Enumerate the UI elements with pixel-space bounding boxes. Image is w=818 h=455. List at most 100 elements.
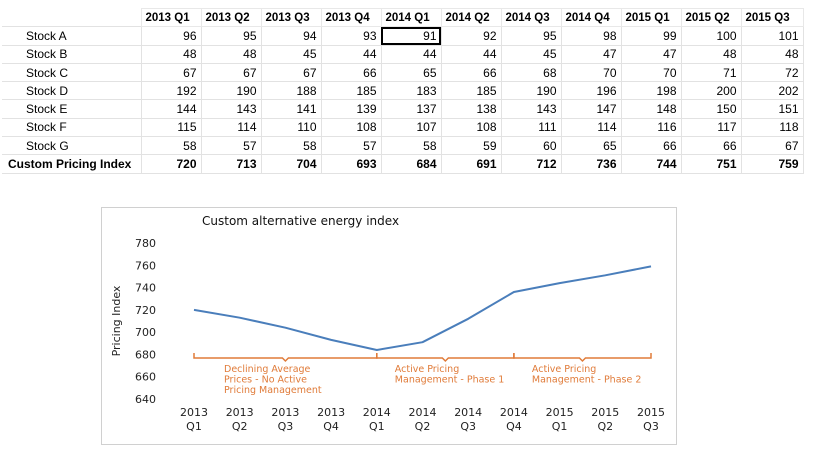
table-cell[interactable]: 114 [200, 117, 262, 138]
table-cell[interactable]: 48 [140, 44, 202, 64]
table-cell[interactable]: 141 [260, 99, 322, 119]
table-cell[interactable]: 68 [500, 62, 562, 83]
table-cell[interactable]: 200 [680, 81, 742, 101]
table-cell[interactable]: 98 [560, 26, 622, 46]
table-cell[interactable]: 116 [620, 117, 682, 138]
column-header[interactable]: 2015 Q1 [620, 7, 682, 28]
table-cell[interactable]: 704 [260, 154, 322, 174]
column-header[interactable]: 2013 Q4 [320, 7, 382, 28]
row-label[interactable]: Stock C [2, 62, 142, 83]
table-cell[interactable]: 188 [260, 81, 322, 101]
table-cell[interactable]: 144 [140, 99, 202, 119]
table-cell[interactable]: 58 [380, 136, 442, 156]
table-cell[interactable]: 48 [680, 44, 742, 64]
row-label[interactable]: Stock G [2, 136, 142, 156]
column-header[interactable]: 2014 Q3 [500, 7, 562, 28]
table-cell[interactable]: 196 [560, 81, 622, 101]
table-cell[interactable]: 71 [680, 62, 742, 83]
column-header[interactable]: 2014 Q4 [560, 7, 622, 28]
column-header[interactable]: 2014 Q2 [440, 7, 502, 28]
table-cell[interactable]: 108 [440, 117, 502, 138]
column-header[interactable]: 2013 Q3 [260, 7, 322, 28]
table-cell[interactable]: 185 [440, 81, 502, 101]
table-cell[interactable]: 44 [320, 44, 382, 64]
table-cell[interactable]: 67 [140, 62, 202, 83]
table-cell[interactable]: 91 [380, 26, 442, 46]
table-cell[interactable]: 691 [440, 154, 502, 174]
table-cell[interactable]: 137 [380, 99, 442, 119]
table-cell[interactable]: 712 [500, 154, 562, 174]
table-cell[interactable]: 110 [260, 117, 322, 138]
table-cell[interactable]: 92 [440, 26, 502, 46]
table-cell[interactable]: 183 [380, 81, 442, 101]
table-cell[interactable]: 190 [200, 81, 262, 101]
table-cell[interactable]: 138 [440, 99, 502, 119]
table-cell[interactable]: 693 [320, 154, 382, 174]
table-cell[interactable]: 139 [320, 99, 382, 119]
table-cell[interactable]: 66 [680, 136, 742, 156]
table-cell[interactable]: 65 [380, 62, 442, 83]
column-header[interactable]: 2013 Q2 [200, 7, 262, 28]
table-cell[interactable]: 70 [560, 62, 622, 83]
table-cell[interactable]: 94 [260, 26, 322, 46]
column-header[interactable]: 2013 Q1 [140, 7, 202, 28]
table-cell[interactable]: 60 [500, 136, 562, 156]
table-cell[interactable]: 48 [740, 44, 804, 64]
table-cell[interactable]: 751 [680, 154, 742, 174]
table-cell[interactable]: 67 [200, 62, 262, 83]
table-cell[interactable]: 70 [620, 62, 682, 83]
table-cell[interactable]: 93 [320, 26, 382, 46]
table-cell[interactable]: 185 [320, 81, 382, 101]
table-cell[interactable]: 148 [620, 99, 682, 119]
row-label[interactable]: Stock B [2, 44, 142, 64]
table-cell[interactable]: 44 [440, 44, 502, 64]
column-header[interactable]: 2015 Q3 [740, 7, 804, 28]
table-cell[interactable]: 100 [680, 26, 742, 46]
table-cell[interactable]: 58 [260, 136, 322, 156]
row-label[interactable]: Custom Pricing Index [2, 154, 142, 174]
table-cell[interactable]: 684 [380, 154, 442, 174]
table-cell[interactable]: 58 [140, 136, 202, 156]
table-cell[interactable]: 111 [500, 117, 562, 138]
table-cell[interactable]: 151 [740, 99, 804, 119]
table-cell[interactable]: 190 [500, 81, 562, 101]
table-cell[interactable]: 72 [740, 62, 804, 83]
table-cell[interactable]: 59 [440, 136, 502, 156]
table-cell[interactable]: 66 [320, 62, 382, 83]
table-cell[interactable]: 65 [560, 136, 622, 156]
row-label[interactable]: Stock D [2, 81, 142, 101]
row-label[interactable]: Stock E [2, 99, 142, 119]
table-cell[interactable]: 720 [140, 154, 202, 174]
table-cell[interactable]: 147 [560, 99, 622, 119]
table-cell[interactable]: 95 [500, 26, 562, 46]
table-cell[interactable]: 118 [740, 117, 804, 138]
table-cell[interactable]: 66 [620, 136, 682, 156]
table-cell[interactable]: 150 [680, 99, 742, 119]
table-cell[interactable]: 115 [140, 117, 202, 138]
row-label[interactable]: Stock A [2, 26, 142, 46]
table-cell[interactable]: 47 [560, 44, 622, 64]
table-cell[interactable]: 202 [740, 81, 804, 101]
table-cell[interactable]: 45 [500, 44, 562, 64]
table-cell[interactable]: 57 [200, 136, 262, 156]
table-cell[interactable]: 57 [320, 136, 382, 156]
table-cell[interactable]: 759 [740, 154, 804, 174]
table-cell[interactable]: 736 [560, 154, 622, 174]
table-cell[interactable]: 117 [680, 117, 742, 138]
table-cell[interactable]: 107 [380, 117, 442, 138]
table-cell[interactable]: 192 [140, 81, 202, 101]
table-cell[interactable]: 47 [620, 44, 682, 64]
table-cell[interactable]: 48 [200, 44, 262, 64]
table-cell[interactable]: 44 [380, 44, 442, 64]
table-cell[interactable]: 108 [320, 117, 382, 138]
column-header[interactable]: 2014 Q1 [380, 7, 442, 28]
table-cell[interactable]: 114 [560, 117, 622, 138]
table-cell[interactable]: 66 [440, 62, 502, 83]
table-cell[interactable]: 67 [260, 62, 322, 83]
table-cell[interactable]: 67 [740, 136, 804, 156]
table-cell[interactable]: 198 [620, 81, 682, 101]
column-header[interactable]: 2015 Q2 [680, 7, 742, 28]
table-cell[interactable]: 96 [140, 26, 202, 46]
table-cell[interactable]: 143 [500, 99, 562, 119]
row-label[interactable]: Stock F [2, 117, 142, 138]
